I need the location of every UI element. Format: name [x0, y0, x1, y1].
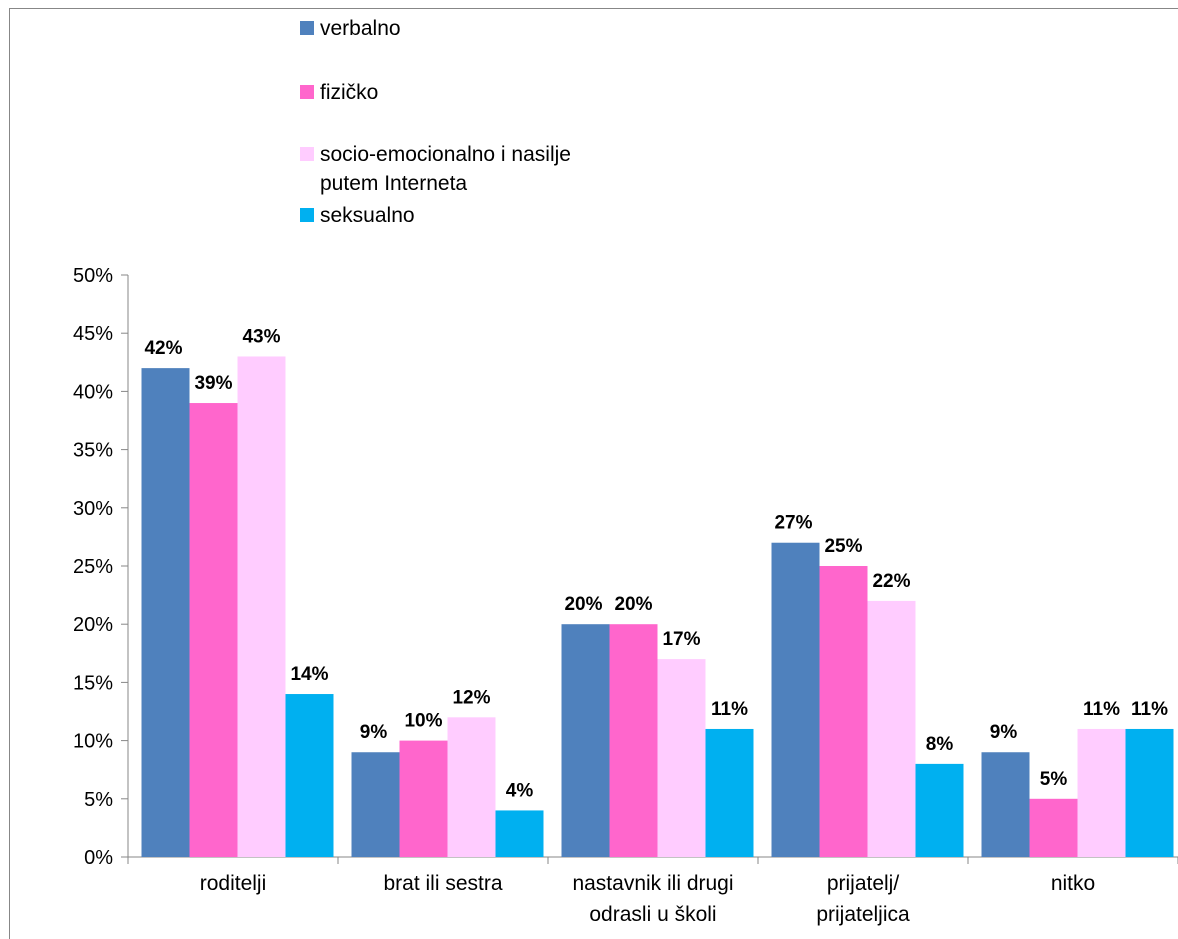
legend-swatch-verbalno	[300, 21, 314, 35]
data-label: 14%	[290, 664, 328, 685]
data-label: 20%	[564, 594, 602, 615]
bar	[1077, 728, 1126, 857]
y-tick-label: 30%	[73, 498, 113, 520]
x-category-label: odrasli u školi	[589, 903, 716, 926]
bar	[981, 752, 1030, 857]
bar	[609, 624, 658, 857]
data-label: 42%	[144, 338, 182, 359]
y-tick-label: 25%	[73, 556, 113, 578]
bar	[285, 694, 334, 857]
bar	[867, 600, 916, 857]
bar	[447, 717, 496, 857]
x-category-label: prijateljica	[816, 903, 910, 926]
y-tick-label: 45%	[73, 323, 113, 345]
bar	[495, 810, 544, 857]
y-tick-label: 15%	[73, 672, 113, 694]
data-label: 10%	[404, 711, 442, 732]
data-label: 43%	[242, 326, 280, 347]
data-label: 9%	[360, 722, 388, 743]
data-label: 9%	[990, 722, 1018, 743]
bar	[1125, 728, 1174, 857]
data-label: 11%	[1083, 699, 1120, 720]
chart-frame	[9, 8, 1178, 939]
x-category-label: brat ili sestra	[383, 872, 502, 895]
legend-label-fizicko: fizičko	[320, 81, 379, 104]
bar	[141, 368, 190, 857]
data-label: 8%	[926, 734, 954, 755]
y-tick-label: 20%	[73, 614, 113, 636]
y-tick-label: 35%	[73, 440, 113, 462]
bar	[399, 740, 448, 857]
data-label: 12%	[452, 687, 490, 708]
bar	[351, 752, 400, 857]
data-label: 5%	[1040, 769, 1068, 790]
data-label: 17%	[662, 629, 700, 650]
data-label: 25%	[824, 536, 862, 557]
x-category-label: roditelji	[200, 872, 267, 895]
legend-swatch-seksualno	[300, 208, 314, 222]
bar	[771, 542, 820, 857]
x-category-label: prijatelj/	[827, 872, 900, 895]
bar	[1029, 798, 1078, 857]
bar	[561, 624, 610, 857]
legend-label-socio-line1: socio-emocionalno i nasilje	[320, 143, 571, 166]
y-tick-label: 40%	[73, 381, 113, 403]
bar	[819, 566, 868, 857]
x-category-label: nastavnik ili drugi	[572, 872, 733, 895]
legend-label-seksualno: seksualno	[320, 204, 415, 227]
data-label: 11%	[711, 699, 748, 720]
data-label: 4%	[506, 780, 534, 801]
data-label: 39%	[194, 373, 232, 394]
bar	[915, 763, 964, 857]
bar	[237, 356, 286, 857]
y-tick-label: 5%	[84, 789, 113, 811]
legend-swatch-fizicko	[300, 85, 314, 99]
data-label: 11%	[1131, 699, 1168, 720]
y-tick-label: 10%	[73, 731, 113, 753]
bar	[657, 659, 706, 857]
bar	[189, 403, 238, 857]
data-label: 20%	[614, 594, 652, 615]
legend-swatch-socio	[300, 147, 314, 161]
data-label: 22%	[872, 571, 910, 592]
data-label: 27%	[774, 513, 812, 534]
y-tick-label: 0%	[84, 847, 113, 869]
x-category-label: nitko	[1051, 872, 1095, 895]
legend-label-verbalno: verbalno	[320, 17, 401, 40]
y-tick-label: 50%	[73, 265, 113, 287]
legend-label-socio-line2: putem Interneta	[320, 172, 468, 195]
bar	[705, 728, 754, 857]
